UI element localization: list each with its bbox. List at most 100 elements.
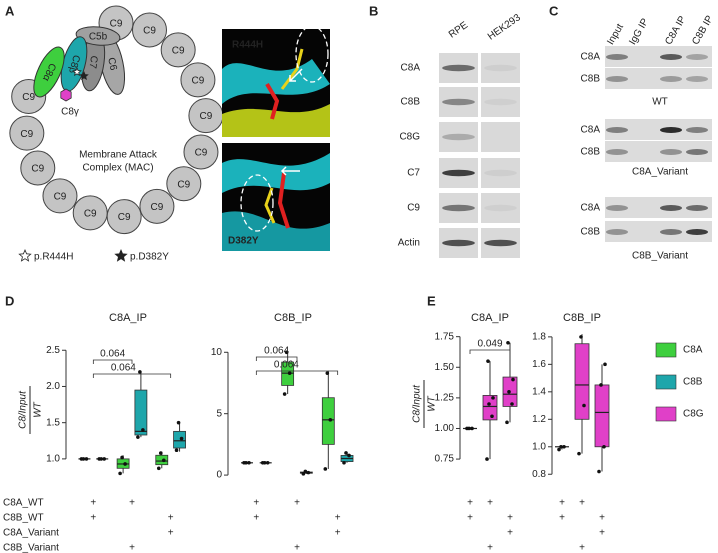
- blot-band: [686, 76, 708, 82]
- side-chain: [280, 48, 304, 90]
- chart-title: C8A_IP: [471, 312, 509, 324]
- ribbon: [222, 59, 330, 104]
- blot-band: [442, 64, 475, 72]
- side-chain: [264, 187, 276, 224]
- row-label: Actin: [398, 238, 420, 249]
- significance-bracket: [255, 356, 298, 361]
- condition-sign: +: [599, 528, 605, 539]
- condition-sign: +: [253, 513, 259, 524]
- box: [155, 454, 169, 466]
- c5b: C5b: [75, 26, 121, 46]
- blot-band: [442, 204, 475, 212]
- data-point: [347, 453, 351, 458]
- condition-sign: +: [168, 513, 174, 524]
- ribbon: [222, 104, 330, 137]
- data-point: [485, 457, 489, 461]
- mac-label: Membrane Attack: [79, 150, 158, 161]
- chart-title: C8B_IP: [563, 312, 601, 324]
- highlight: [295, 25, 329, 83]
- data-point: [287, 371, 292, 375]
- condition-sign: +: [467, 513, 473, 524]
- data-point: [174, 448, 179, 453]
- box: [281, 361, 295, 386]
- c9-label: C9: [110, 19, 123, 30]
- condition-sign: +: [129, 498, 135, 509]
- box: [574, 343, 590, 420]
- box: [134, 389, 148, 436]
- data-point: [123, 462, 127, 466]
- panel-label: B: [369, 3, 378, 18]
- condition-sign: +: [507, 513, 513, 524]
- data-point: [262, 461, 267, 465]
- blot-band: [686, 205, 708, 211]
- data-point: [265, 461, 270, 465]
- blot-strip: [605, 68, 712, 89]
- data-point: [84, 457, 89, 461]
- y-tick-label: 2.0: [46, 381, 60, 392]
- y-label-denominator: WT: [427, 395, 438, 411]
- y-tick-label: 0.75: [435, 454, 455, 465]
- condition-label: C8B_WT: [3, 513, 44, 524]
- blot-band: [484, 204, 517, 212]
- blot-strip: [605, 141, 712, 162]
- y-label-numerator: C8/Input: [412, 384, 423, 423]
- condition-sign: +: [507, 528, 513, 539]
- data-point: [247, 461, 251, 465]
- significance-label: 0.064: [264, 346, 289, 357]
- c9-subunit: [42, 178, 78, 214]
- c9-label: C9: [84, 209, 97, 220]
- data-point: [120, 455, 124, 460]
- c9-label: C9: [143, 26, 156, 37]
- blot-band: [442, 239, 475, 247]
- data-point: [491, 396, 495, 400]
- c5b-label: C5b: [89, 32, 108, 43]
- data-point: [325, 371, 330, 375]
- panel-label: C: [549, 3, 559, 18]
- y-label: C8/Input WT: [18, 386, 44, 434]
- highlight: [240, 174, 274, 232]
- y-tick-label: 1.0: [532, 441, 546, 452]
- blot-strip: [439, 122, 478, 152]
- c9-label: C9: [22, 92, 35, 103]
- y-tick-label: 1.5: [46, 417, 60, 428]
- data-point: [306, 470, 311, 475]
- condition-label: C8A_WT: [3, 498, 44, 509]
- c9-label: C9: [192, 75, 205, 86]
- row-label: C8B: [401, 97, 421, 108]
- arrow: [280, 166, 300, 176]
- c9-subunit: [180, 62, 216, 98]
- y-tick-label: 2.5: [46, 345, 60, 356]
- c8g-shape: [60, 88, 72, 102]
- data-point: [344, 451, 348, 455]
- significance-label: 0.064: [111, 363, 136, 374]
- y-tick-label: 1.0: [46, 454, 60, 465]
- condition-sign: +: [168, 528, 174, 539]
- legend-swatch: [655, 406, 677, 422]
- data-point: [136, 435, 140, 439]
- c9-label: C9: [195, 148, 208, 159]
- blot-strip: [481, 87, 520, 117]
- arrow: [289, 68, 303, 82]
- data-point: [99, 457, 104, 461]
- data-point: [141, 428, 145, 432]
- data-point: [118, 471, 122, 476]
- panel-label: D: [5, 293, 14, 308]
- blot-band: [660, 127, 682, 133]
- blot-band: [606, 229, 628, 235]
- group-label: C8A_Variant: [632, 167, 688, 178]
- blot-band: [606, 149, 628, 155]
- c9-subunit: [20, 150, 56, 186]
- chart-title: C8B_IP: [274, 312, 312, 324]
- condition-sign: +: [559, 513, 565, 524]
- data-point: [582, 403, 586, 408]
- significance-bracket: [469, 349, 511, 354]
- blot-band: [686, 54, 708, 60]
- condition-sign: +: [599, 513, 605, 524]
- condition-sign: +: [335, 528, 341, 539]
- y-tick-label: 1.50: [435, 362, 455, 373]
- blot-band: [686, 229, 708, 235]
- legend-label: p.D382Y: [130, 252, 169, 263]
- data-point: [244, 461, 248, 465]
- y-label-numerator: C8/Input: [18, 390, 29, 429]
- data-point: [562, 444, 566, 449]
